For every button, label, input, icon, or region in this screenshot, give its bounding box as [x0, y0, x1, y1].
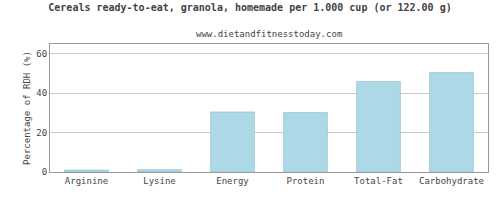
svg-text:0: 0 [42, 167, 47, 177]
svg-text:Arginine: Arginine [65, 176, 108, 186]
svg-text:www.dietandfitnesstoday.com: www.dietandfitnesstoday.com [196, 29, 342, 39]
svg-text:Total-Fat: Total-Fat [354, 176, 403, 186]
svg-text:Lysine: Lysine [143, 176, 176, 186]
svg-text:20: 20 [36, 128, 47, 138]
svg-text:Protein: Protein [287, 176, 325, 186]
svg-text:Energy: Energy [216, 176, 249, 186]
svg-text:Cereals ready-to-eat, granola,: Cereals ready-to-eat, granola, homemade … [48, 2, 451, 13]
svg-text:Percentage of RDH (%): Percentage of RDH (%) [22, 51, 32, 165]
svg-text:60: 60 [36, 49, 47, 59]
svg-text:Carbohydrate: Carbohydrate [419, 176, 484, 186]
svg-text:40: 40 [36, 88, 47, 98]
